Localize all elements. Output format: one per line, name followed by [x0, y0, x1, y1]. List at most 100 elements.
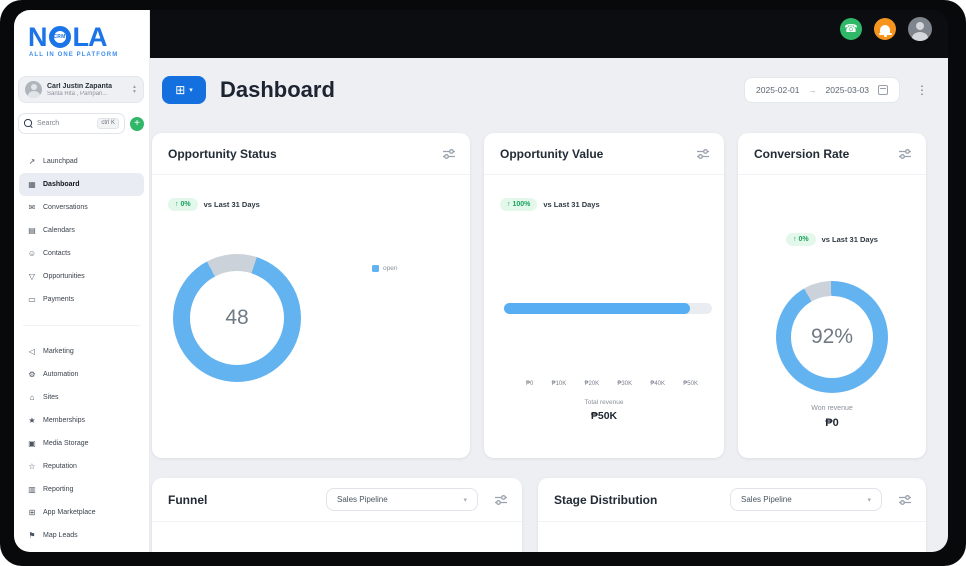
sidebar-nav: ↗ Launchpad ▦ Dashboard ✉ Conversations … — [14, 150, 149, 547]
page-title: Dashboard — [220, 77, 335, 102]
chevron-down-icon: ▾ — [463, 496, 467, 504]
sidebar-item-sites[interactable]: ⌂ Sites — [19, 386, 144, 409]
card-funnel: Funnel Sales Pipeline ▾ — [152, 478, 522, 552]
map-leads-icon: ⚑ — [28, 531, 36, 540]
sidebar-item-automation[interactable]: ⚙ Automation — [28, 370, 79, 379]
search-placeholder: Search — [37, 120, 60, 127]
media-storage-icon: ▣ — [28, 439, 36, 448]
more-options-button[interactable]: ⋮ — [916, 83, 928, 97]
pipeline-select-value: Sales Pipeline — [741, 495, 792, 504]
sidebar-item-map-leads[interactable]: ⚑ Map Leads — [28, 531, 78, 540]
legend-swatch — [372, 265, 379, 272]
won-revenue-label: Won revenue — [811, 405, 853, 412]
delta-period: vs Last 31 Days — [543, 200, 600, 209]
sidebar-item-contacts[interactable]: ☺ Contacts — [27, 249, 71, 258]
total-revenue-value: ₱50K — [590, 410, 618, 422]
delta-period: vs Last 31 Days — [821, 235, 878, 244]
dashboard-icon: ▦ — [28, 180, 36, 189]
sidebar-item-marketing[interactable]: ◁ Marketing — [28, 347, 74, 356]
marketing-icon: ◁ — [28, 347, 36, 356]
chart-settings-icon[interactable] — [442, 147, 456, 161]
calendars-icon: ▤ — [28, 226, 36, 235]
donut-center-value: 48 — [225, 306, 249, 329]
chart-settings-icon[interactable] — [494, 493, 508, 507]
sidebar-item-payments[interactable]: ▭ Payments — [28, 295, 75, 304]
bar-fill — [504, 303, 690, 314]
card-title: Funnel — [168, 492, 208, 507]
main-content: ⊞ ▾ Dashboard 2025-02-01 → 2025-03-03 ⋮ — [150, 58, 948, 552]
sidebar-item-opportunities[interactable]: ▽ Opportunities — [28, 272, 85, 281]
sidebar-item-calendars[interactable]: ▤ Calendars — [28, 226, 75, 235]
chevron-down-icon: ▾ — [867, 496, 871, 504]
pipeline-select[interactable]: Sales Pipeline ▾ — [326, 488, 478, 511]
sidebar-item-reporting[interactable]: ▥ Reporting — [28, 485, 74, 494]
date-to: 2025-03-03 — [825, 85, 869, 95]
automation-icon: ⚙ — [28, 370, 36, 379]
sidebar-item-reputation[interactable]: ☆ Reputation — [28, 462, 77, 471]
card-title: Conversion Rate — [754, 146, 850, 161]
delta-badge: ↑ 0% — [786, 233, 816, 246]
account-avatar — [25, 81, 42, 98]
account-name: Carl Justin Zapanta — [47, 82, 112, 90]
total-revenue-label: Total revenue — [584, 399, 624, 406]
search-icon — [24, 119, 33, 128]
sidebar-item-memberships[interactable]: ★ Memberships — [28, 416, 86, 425]
sidebar-item-app-marketplace[interactable]: ⊞ App Marketplace — [28, 508, 96, 517]
legend-item: open — [372, 265, 397, 272]
sidebar-item-dashboard[interactable]: ▦ Dashboard — [19, 173, 144, 196]
page-header: ⊞ ▾ Dashboard 2025-02-01 → 2025-03-03 ⋮ — [162, 76, 928, 104]
phone-button[interactable]: ☎ — [840, 18, 862, 40]
opportunity-status-donut-chart: 48 — [173, 254, 301, 382]
sidebar-item-media-storage[interactable]: ▣ Media Storage — [28, 439, 89, 448]
grid-layout-icon: ⊞ — [175, 83, 186, 97]
brand-logo: N CRM LA — [28, 22, 149, 52]
account-toggle-icon: ▲ ▼ — [132, 84, 137, 95]
reputation-icon: ☆ — [28, 462, 36, 471]
logo-ring-icon: CRM — [48, 26, 71, 48]
quick-add-button[interactable]: + — [130, 116, 144, 131]
chart-settings-icon[interactable] — [898, 493, 912, 507]
search-input[interactable]: Search ctrl K — [18, 113, 125, 134]
axis-tick: ₱40K — [650, 381, 666, 387]
phone-icon: ☎ — [844, 22, 858, 35]
plus-icon: + — [134, 117, 140, 129]
chart-settings-icon[interactable] — [898, 147, 912, 161]
user-avatar[interactable] — [908, 17, 932, 41]
sidebar-item-launchpad[interactable]: ↗ Launchpad — [28, 157, 78, 166]
search-shortcut: ctrl K — [97, 118, 119, 129]
delta-badge: ↑ 0% — [168, 198, 198, 211]
app-window: ☎ N CRM LA ALL IN ONE PLATFORM Carl Just… — [14, 10, 948, 552]
card-conversion-rate: Conversion Rate ↑ 0% vs Last 31 Days 92% — [738, 133, 926, 458]
notifications-button[interactable] — [874, 18, 896, 40]
view-switcher-button[interactable]: ⊞ ▾ — [162, 76, 206, 104]
pipeline-select-value: Sales Pipeline — [337, 495, 388, 504]
card-opportunity-value: Opportunity Value ↑ 100% vs Last 31 Days… — [484, 133, 724, 458]
sidebar-item-conversations[interactable]: ✉ Conversations — [28, 203, 88, 212]
pipeline-select[interactable]: Sales Pipeline ▾ — [730, 488, 882, 511]
opportunities-icon: ▽ — [28, 272, 36, 281]
logo-letters-la: LA — [72, 22, 108, 52]
axis-tick: ₱30K — [617, 381, 633, 387]
axis-tick: ₱10K — [551, 381, 567, 387]
axis-tick: ₱50K — [683, 381, 698, 387]
logo-letter-n: N — [28, 22, 47, 52]
legend-label: open — [383, 265, 398, 272]
chart-settings-icon[interactable] — [696, 147, 710, 161]
chevron-down-icon: ▾ — [189, 87, 193, 94]
account-location: Santa Rita , Pampan... — [47, 90, 108, 97]
brand-tagline: ALL IN ONE PLATFORM — [29, 52, 119, 58]
axis-tick: ₱0 — [526, 381, 534, 387]
won-revenue-value: ₱0 — [825, 417, 839, 429]
topbar: ☎ — [150, 10, 948, 48]
app-marketplace-icon: ⊞ — [28, 508, 36, 517]
account-switcher[interactable]: Carl Justin Zapanta Santa Rita , Pampan.… — [18, 76, 144, 103]
bell-icon — [878, 25, 892, 37]
axis-tick: ₱20K — [584, 381, 600, 387]
date-range-picker[interactable]: 2025-02-01 → 2025-03-03 — [744, 77, 900, 103]
reporting-icon: ▥ — [28, 485, 36, 494]
conversion-rate-donut-chart: 92% — [776, 281, 888, 393]
card-stage-distribution: Stage Distribution Sales Pipeline ▾ — [538, 478, 926, 552]
card-title: Stage Distribution — [554, 492, 658, 507]
donut-center-value: 92% — [810, 325, 854, 348]
